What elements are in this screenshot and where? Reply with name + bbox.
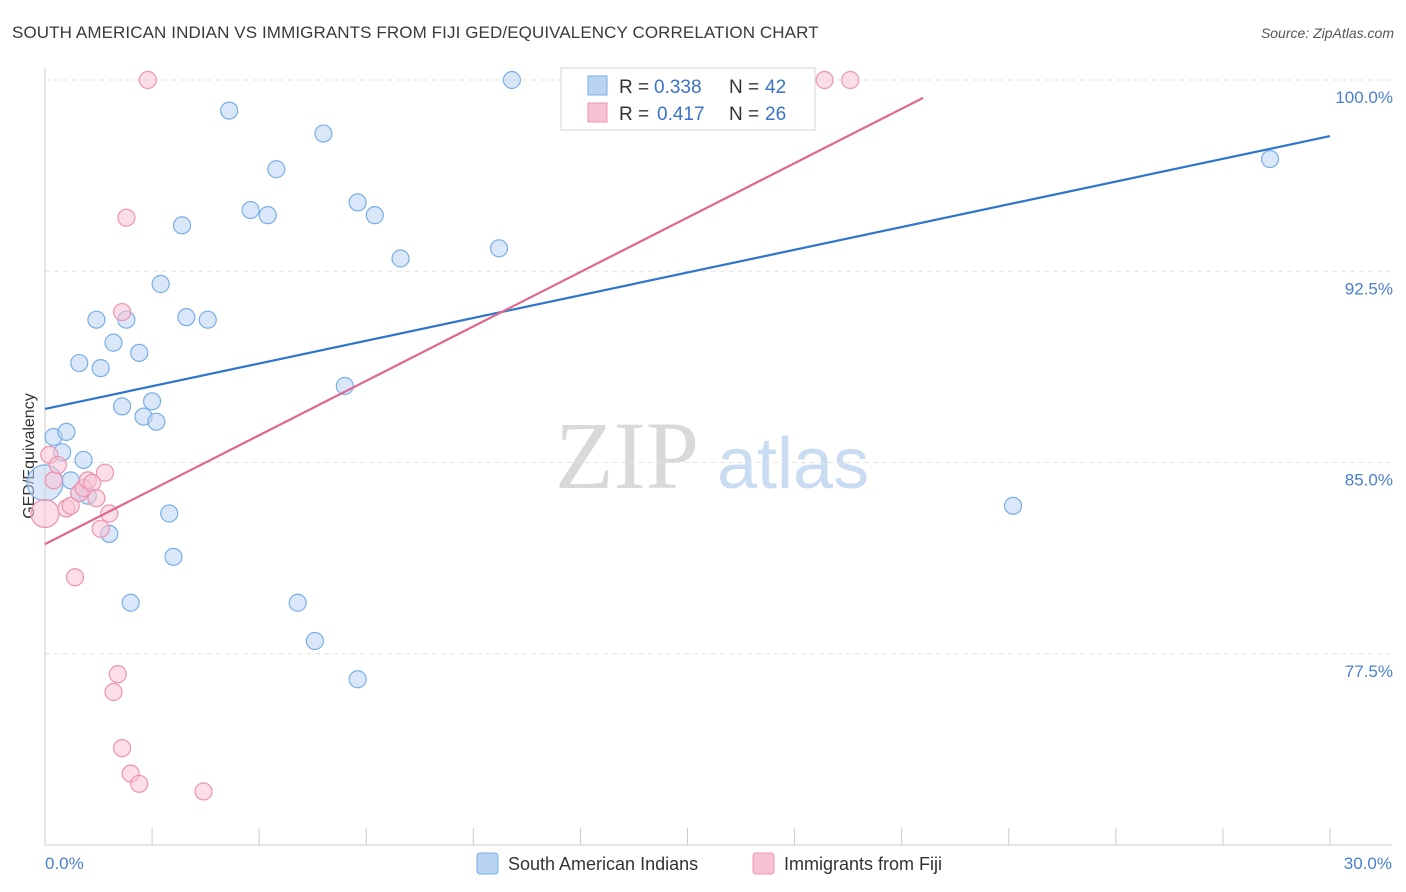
point-south-american-indians [142,392,162,411]
legend-n-value-2: 26 [765,104,786,125]
point-fiji [138,70,157,90]
point-south-american-indians [220,101,239,120]
x-tick-label-max: 30.0% [1344,854,1392,873]
bottom-legend-swatch-fiji [752,852,775,875]
y-tick-labels: 100.0% 92.5% 85.0% 77.5% [1335,88,1393,681]
bottom-legend-swatch-south-american-indians [476,852,499,875]
y-axis-label: GED/Equivalency [21,393,38,518]
point-fiji [108,665,127,684]
watermark-atlas: atlas [717,424,869,504]
point-south-american-indians [57,422,76,441]
point-fiji [65,568,85,587]
y-tick-label: 85.0% [1345,471,1393,490]
point-south-american-indians [91,359,110,378]
point-south-american-indians [87,310,106,329]
point-south-american-indians [489,239,509,258]
point-south-american-indians [365,206,384,225]
legend-n-value-1: 42 [765,77,786,98]
point-fiji [841,70,860,90]
point-south-american-indians [121,593,140,612]
point-fiji [117,208,136,227]
legend-r-label-1: R = [619,77,649,98]
y-tick-label: 92.5% [1345,279,1393,298]
watermark-zip: ZIP [555,402,699,509]
point-fiji [815,70,834,90]
legend-n-label-2: N = [729,104,759,125]
point-south-american-indians [164,547,183,566]
legend-r-value-2: 0.417 [657,104,705,125]
point-south-american-indians [198,310,217,329]
point-south-american-indians [305,631,324,651]
point-south-american-indians [112,397,132,416]
point-south-american-indians [288,593,307,612]
watermark: ZIP atlas [555,402,869,509]
point-south-american-indians [151,274,170,294]
legend-r-label-2: R = [619,104,649,125]
point-south-american-indians [177,308,196,327]
legend-swatch-fiji [587,102,608,123]
point-fiji [91,519,110,538]
legend-r-value-1: 0.338 [654,77,702,98]
chart-title: SOUTH AMERICAN INDIAN VS IMMIGRANTS FROM… [12,23,819,42]
point-south-american-indians [74,450,93,470]
point-fiji [112,738,132,758]
point-fiji [61,496,80,515]
legend-n-label-1: N = [729,77,759,98]
bottom-legend-label-fiji: Immigrants from Fiji [784,854,942,874]
y-tick-label: 100.0% [1335,88,1393,107]
point-south-american-indians [130,343,149,362]
x-ticks [151,828,1331,845]
point-south-american-indians [1260,149,1280,169]
point-fiji [44,471,63,490]
point-south-american-indians [241,200,260,220]
point-south-american-indians [104,333,123,352]
point-fiji [30,498,60,529]
data-points [26,70,1280,801]
chart-source: Source: ZipAtlas.com [1261,25,1394,41]
trend-lines [44,96,1331,546]
point-south-american-indians [258,206,277,225]
point-fiji [48,455,67,475]
point-fiji [104,682,123,702]
point-south-american-indians [1003,496,1023,515]
point-south-american-indians [502,70,521,90]
stats-legend: R = 0.338 N = 42 R = 0.417 N = 26 [560,67,816,131]
point-south-american-indians [160,504,179,523]
point-fiji [95,463,115,482]
series-legend: South American Indians Immigrants from F… [476,852,942,875]
legend-swatch-south-american-indians [587,75,608,96]
point-fiji [194,782,213,801]
point-south-american-indians [348,193,367,212]
point-south-american-indians [172,216,192,235]
bottom-legend-label-south-american-indians: South American Indians [508,854,698,874]
trend-line-fiji [44,96,924,546]
point-south-american-indians [348,670,367,689]
point-south-american-indians [314,124,333,143]
point-fiji [87,489,106,508]
point-fiji [130,774,149,793]
point-south-american-indians [391,249,410,268]
x-tick-label-min: 0.0% [45,854,84,873]
point-south-american-indians [147,412,166,431]
point-fiji [112,302,132,322]
y-tick-label: 77.5% [1345,662,1393,681]
trend-line-south-american-indians [44,135,1331,411]
point-south-american-indians [267,160,286,179]
point-south-american-indians [70,353,89,373]
